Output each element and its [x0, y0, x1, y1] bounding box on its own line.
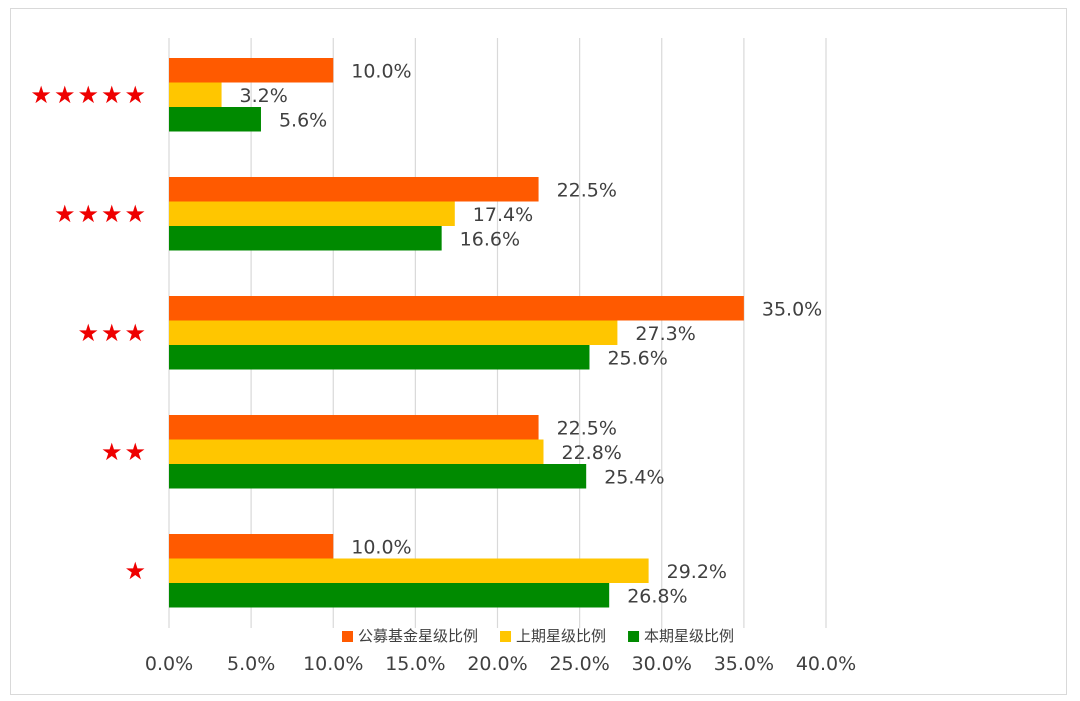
x-tick-label: 15.0%	[385, 653, 445, 675]
bar	[169, 177, 539, 202]
legend-swatch	[342, 631, 353, 642]
category-label: ★★★★	[54, 200, 148, 228]
x-tick-label: 25.0%	[549, 653, 609, 675]
bar	[169, 464, 587, 489]
data-label: 26.8%	[627, 585, 687, 607]
category-label: ★	[124, 557, 148, 585]
data-label: 27.3%	[635, 323, 695, 345]
data-label: 16.6%	[460, 228, 520, 250]
bar	[169, 107, 261, 132]
legend-label: 本期星级比例	[644, 627, 734, 645]
bars	[169, 58, 744, 608]
legend: 公募基金星级比例 上期星级比例 本期星级比例	[342, 627, 734, 645]
bar	[169, 439, 544, 464]
data-labels: 10.0%3.2%5.6%22.5%17.4%16.6%35.0%27.3%25…	[240, 60, 823, 607]
bar	[169, 201, 455, 226]
x-tick-label: 10.0%	[303, 653, 363, 675]
data-label: 5.6%	[279, 109, 327, 131]
data-label: 17.4%	[473, 204, 533, 226]
legend-label: 上期星级比例	[516, 627, 606, 645]
data-label: 22.5%	[557, 179, 617, 201]
bar	[169, 583, 610, 608]
x-tick-label: 30.0%	[632, 653, 692, 675]
category-label: ★★★	[77, 319, 148, 347]
value-axis: 0.0% 5.0% 10.0% 15.0% 20.0% 25.0% 30.0% 35.0% 40…	[145, 653, 856, 675]
data-label: 22.8%	[561, 442, 621, 464]
bar	[169, 534, 334, 559]
x-tick-label: 0.0%	[145, 653, 193, 675]
x-tick-label: 5.0%	[227, 653, 275, 675]
legend-swatch	[628, 631, 640, 642]
x-tick-label: 35.0%	[714, 653, 774, 675]
x-tick-label: 20.0%	[467, 653, 527, 675]
data-label: 10.0%	[351, 536, 411, 558]
data-label: 22.5%	[557, 417, 617, 439]
bar	[169, 226, 442, 251]
data-label: 10.0%	[351, 60, 411, 82]
bar	[169, 320, 618, 345]
data-label: 35.0%	[762, 298, 822, 320]
data-label: 25.4%	[604, 466, 664, 488]
data-label: 3.2%	[240, 85, 288, 107]
category-label: ★★★★★	[30, 81, 148, 109]
x-tick-label: 40.0%	[796, 653, 856, 675]
bar	[169, 345, 590, 370]
bar	[169, 415, 539, 440]
legend-swatch	[500, 631, 512, 642]
category-axis: ★★★★★★★★★★★★★★★	[30, 81, 148, 585]
category-label: ★★	[101, 438, 148, 466]
bar	[169, 82, 222, 107]
data-label: 29.2%	[667, 561, 727, 583]
bar	[169, 558, 649, 583]
data-label: 25.6%	[607, 347, 667, 369]
bar	[169, 58, 334, 83]
bar	[169, 296, 744, 321]
legend-label: 公募基金星级比例	[358, 627, 478, 645]
